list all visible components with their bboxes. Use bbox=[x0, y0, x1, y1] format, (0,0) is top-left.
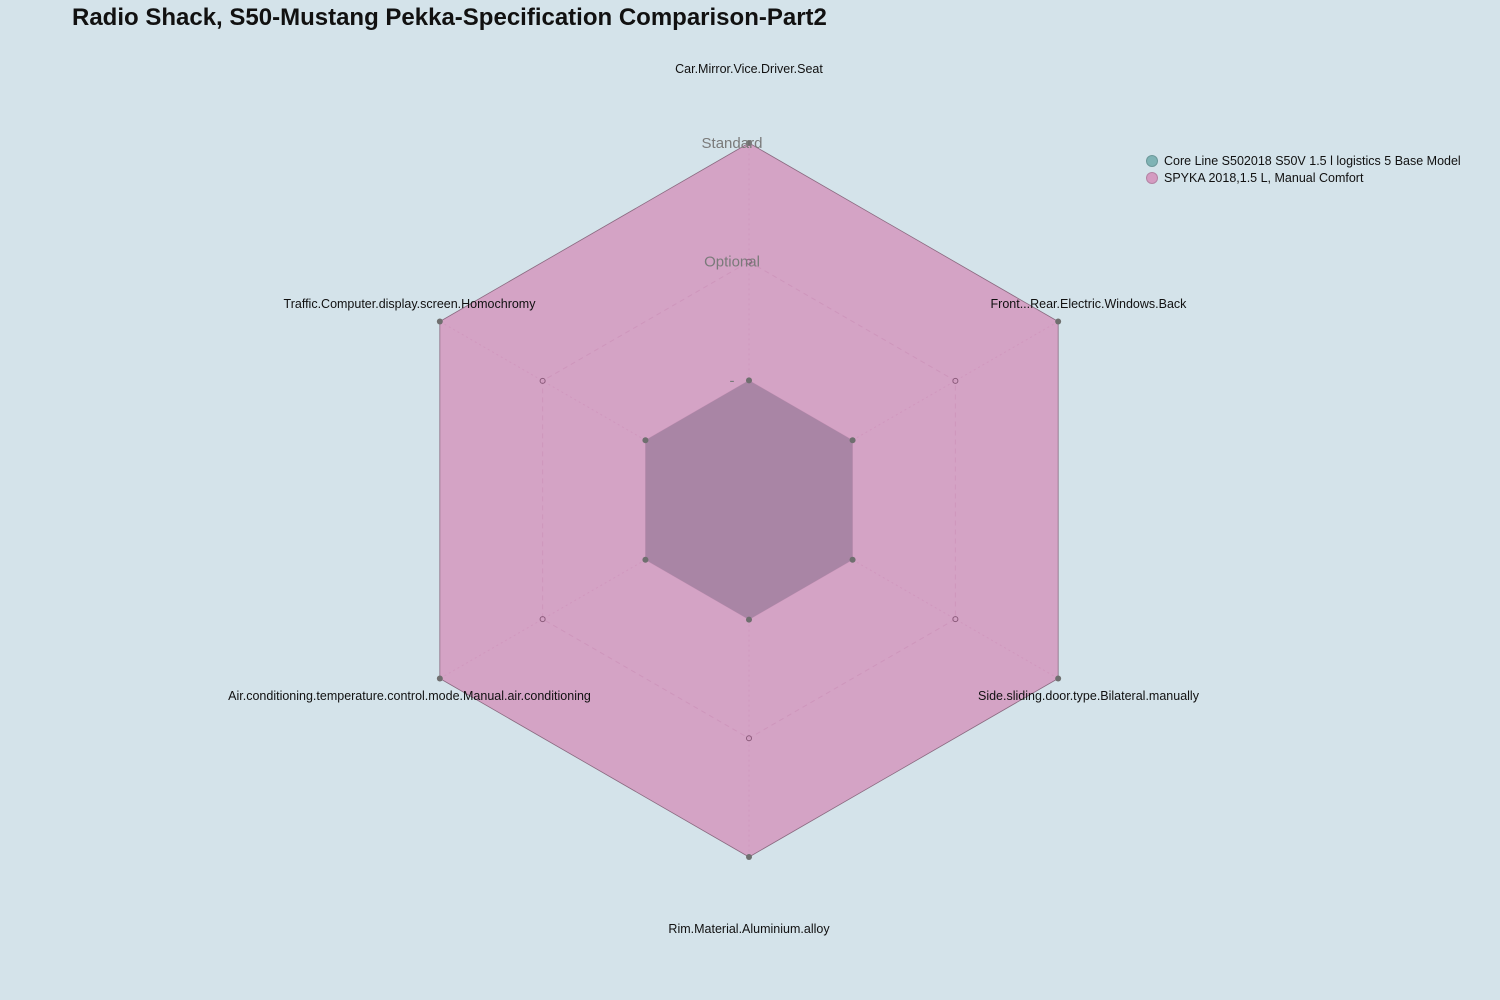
legend-item-1: SPYKA 2018,1.5 L, Manual Comfort bbox=[1146, 169, 1461, 186]
grid-marker-5 bbox=[539, 377, 546, 384]
legend: Core Line S502018 S50V 1.5 l logistics 5… bbox=[1146, 152, 1461, 186]
grid-marker-0 bbox=[746, 258, 752, 265]
axis-label-3: Rim.Material.Aluminium.alloy bbox=[668, 922, 830, 936]
axis-label-1: Front...Rear.Electric.Windows.Back bbox=[991, 297, 1188, 311]
radar-points bbox=[436, 140, 1062, 860]
grid-marker-1 bbox=[952, 377, 959, 384]
legend-swatch-1 bbox=[1146, 171, 1158, 184]
series-point-0-2 bbox=[849, 556, 856, 563]
axis-label-0: Car.Mirror.Vice.Driver.Seat bbox=[675, 62, 823, 76]
series-overlap-area bbox=[645, 380, 853, 620]
series-point-1-0 bbox=[746, 140, 752, 146]
series-point-0-1 bbox=[849, 437, 856, 444]
radar-labels: - Optional Standard Car.Mirror.Vice.Driver.… bbox=[228, 62, 1200, 936]
legend-swatch-0 bbox=[1146, 154, 1158, 167]
level-label-1: Optional bbox=[704, 254, 760, 271]
series-point-1-4 bbox=[436, 675, 443, 682]
level-label-2: Standard bbox=[702, 135, 763, 152]
grid-marker-2 bbox=[952, 616, 959, 623]
legend-label-0: Core Line S502018 S50V 1.5 l logistics 5… bbox=[1164, 153, 1461, 168]
axis-label-5: Traffic.Computer.display.screen.Homochro… bbox=[284, 297, 537, 311]
axis-label-4: Air.conditioning.temperature.control.mod… bbox=[228, 689, 591, 703]
axis-label-2: Side.sliding.door.type.Bilateral.manuall… bbox=[978, 689, 1200, 703]
level-label-0: - bbox=[730, 372, 735, 389]
series-point-1-1 bbox=[1055, 318, 1062, 325]
grid-marker-4 bbox=[539, 616, 546, 623]
series-point-0-5 bbox=[642, 437, 649, 444]
legend-label-1: SPYKA 2018,1.5 L, Manual Comfort bbox=[1164, 170, 1364, 185]
series-point-0-3 bbox=[746, 616, 752, 623]
radar-series bbox=[439, 142, 1059, 858]
series-point-1-3 bbox=[746, 854, 752, 860]
series-point-1-5 bbox=[436, 318, 443, 325]
series-point-0-0 bbox=[746, 377, 752, 384]
legend-item-0: Core Line S502018 S50V 1.5 l logistics 5… bbox=[1146, 152, 1461, 169]
chart-title: Radio Shack, S50-Mustang Pekka-Specifica… bbox=[72, 4, 827, 31]
series-point-0-4 bbox=[642, 556, 649, 563]
grid-marker-3 bbox=[746, 735, 752, 742]
series-point-1-2 bbox=[1055, 675, 1062, 682]
